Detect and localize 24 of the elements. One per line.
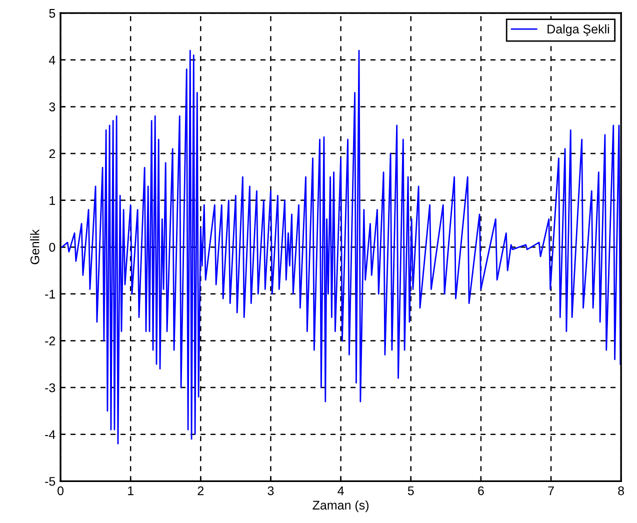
legend-label: Dalga Şekli — [548, 24, 609, 36]
y-tick-label: -2 — [45, 336, 56, 346]
x-tick-label: 8 — [618, 486, 624, 496]
x-tick-label: 2 — [198, 486, 204, 496]
x-tick-label: 1 — [128, 486, 134, 496]
y-tick-label: -5 — [45, 477, 56, 486]
x-tick-label: 6 — [478, 486, 484, 496]
y-tick-label: -4 — [45, 430, 56, 439]
x-tick-label: 3 — [268, 486, 274, 496]
y-tick-label: 5 — [49, 9, 56, 18]
y-tick-label: -1 — [45, 290, 56, 298]
y-tick-label: 1 — [50, 196, 56, 205]
x-axis-title: Zaman (s) — [312, 500, 368, 512]
line-series — [60, 50, 622, 444]
x-tick-label: 4 — [338, 486, 344, 496]
x-tick-label: 0 — [58, 486, 64, 496]
y-tick-label: 2 — [49, 149, 56, 158]
y-tick-label: 4 — [48, 56, 56, 64]
y-tick-label: 0 — [49, 242, 56, 252]
x-tick-label: 7 — [548, 486, 554, 496]
y-tick-label: -3 — [45, 383, 56, 392]
y-axis-title: Genlik — [30, 229, 40, 264]
x-tick-label: 5 — [408, 486, 414, 496]
y-tick-label: 3 — [49, 102, 56, 112]
